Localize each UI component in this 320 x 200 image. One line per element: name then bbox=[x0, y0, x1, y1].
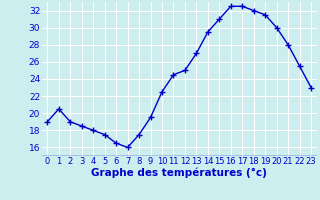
X-axis label: Graphe des températures (°c): Graphe des températures (°c) bbox=[91, 168, 267, 178]
